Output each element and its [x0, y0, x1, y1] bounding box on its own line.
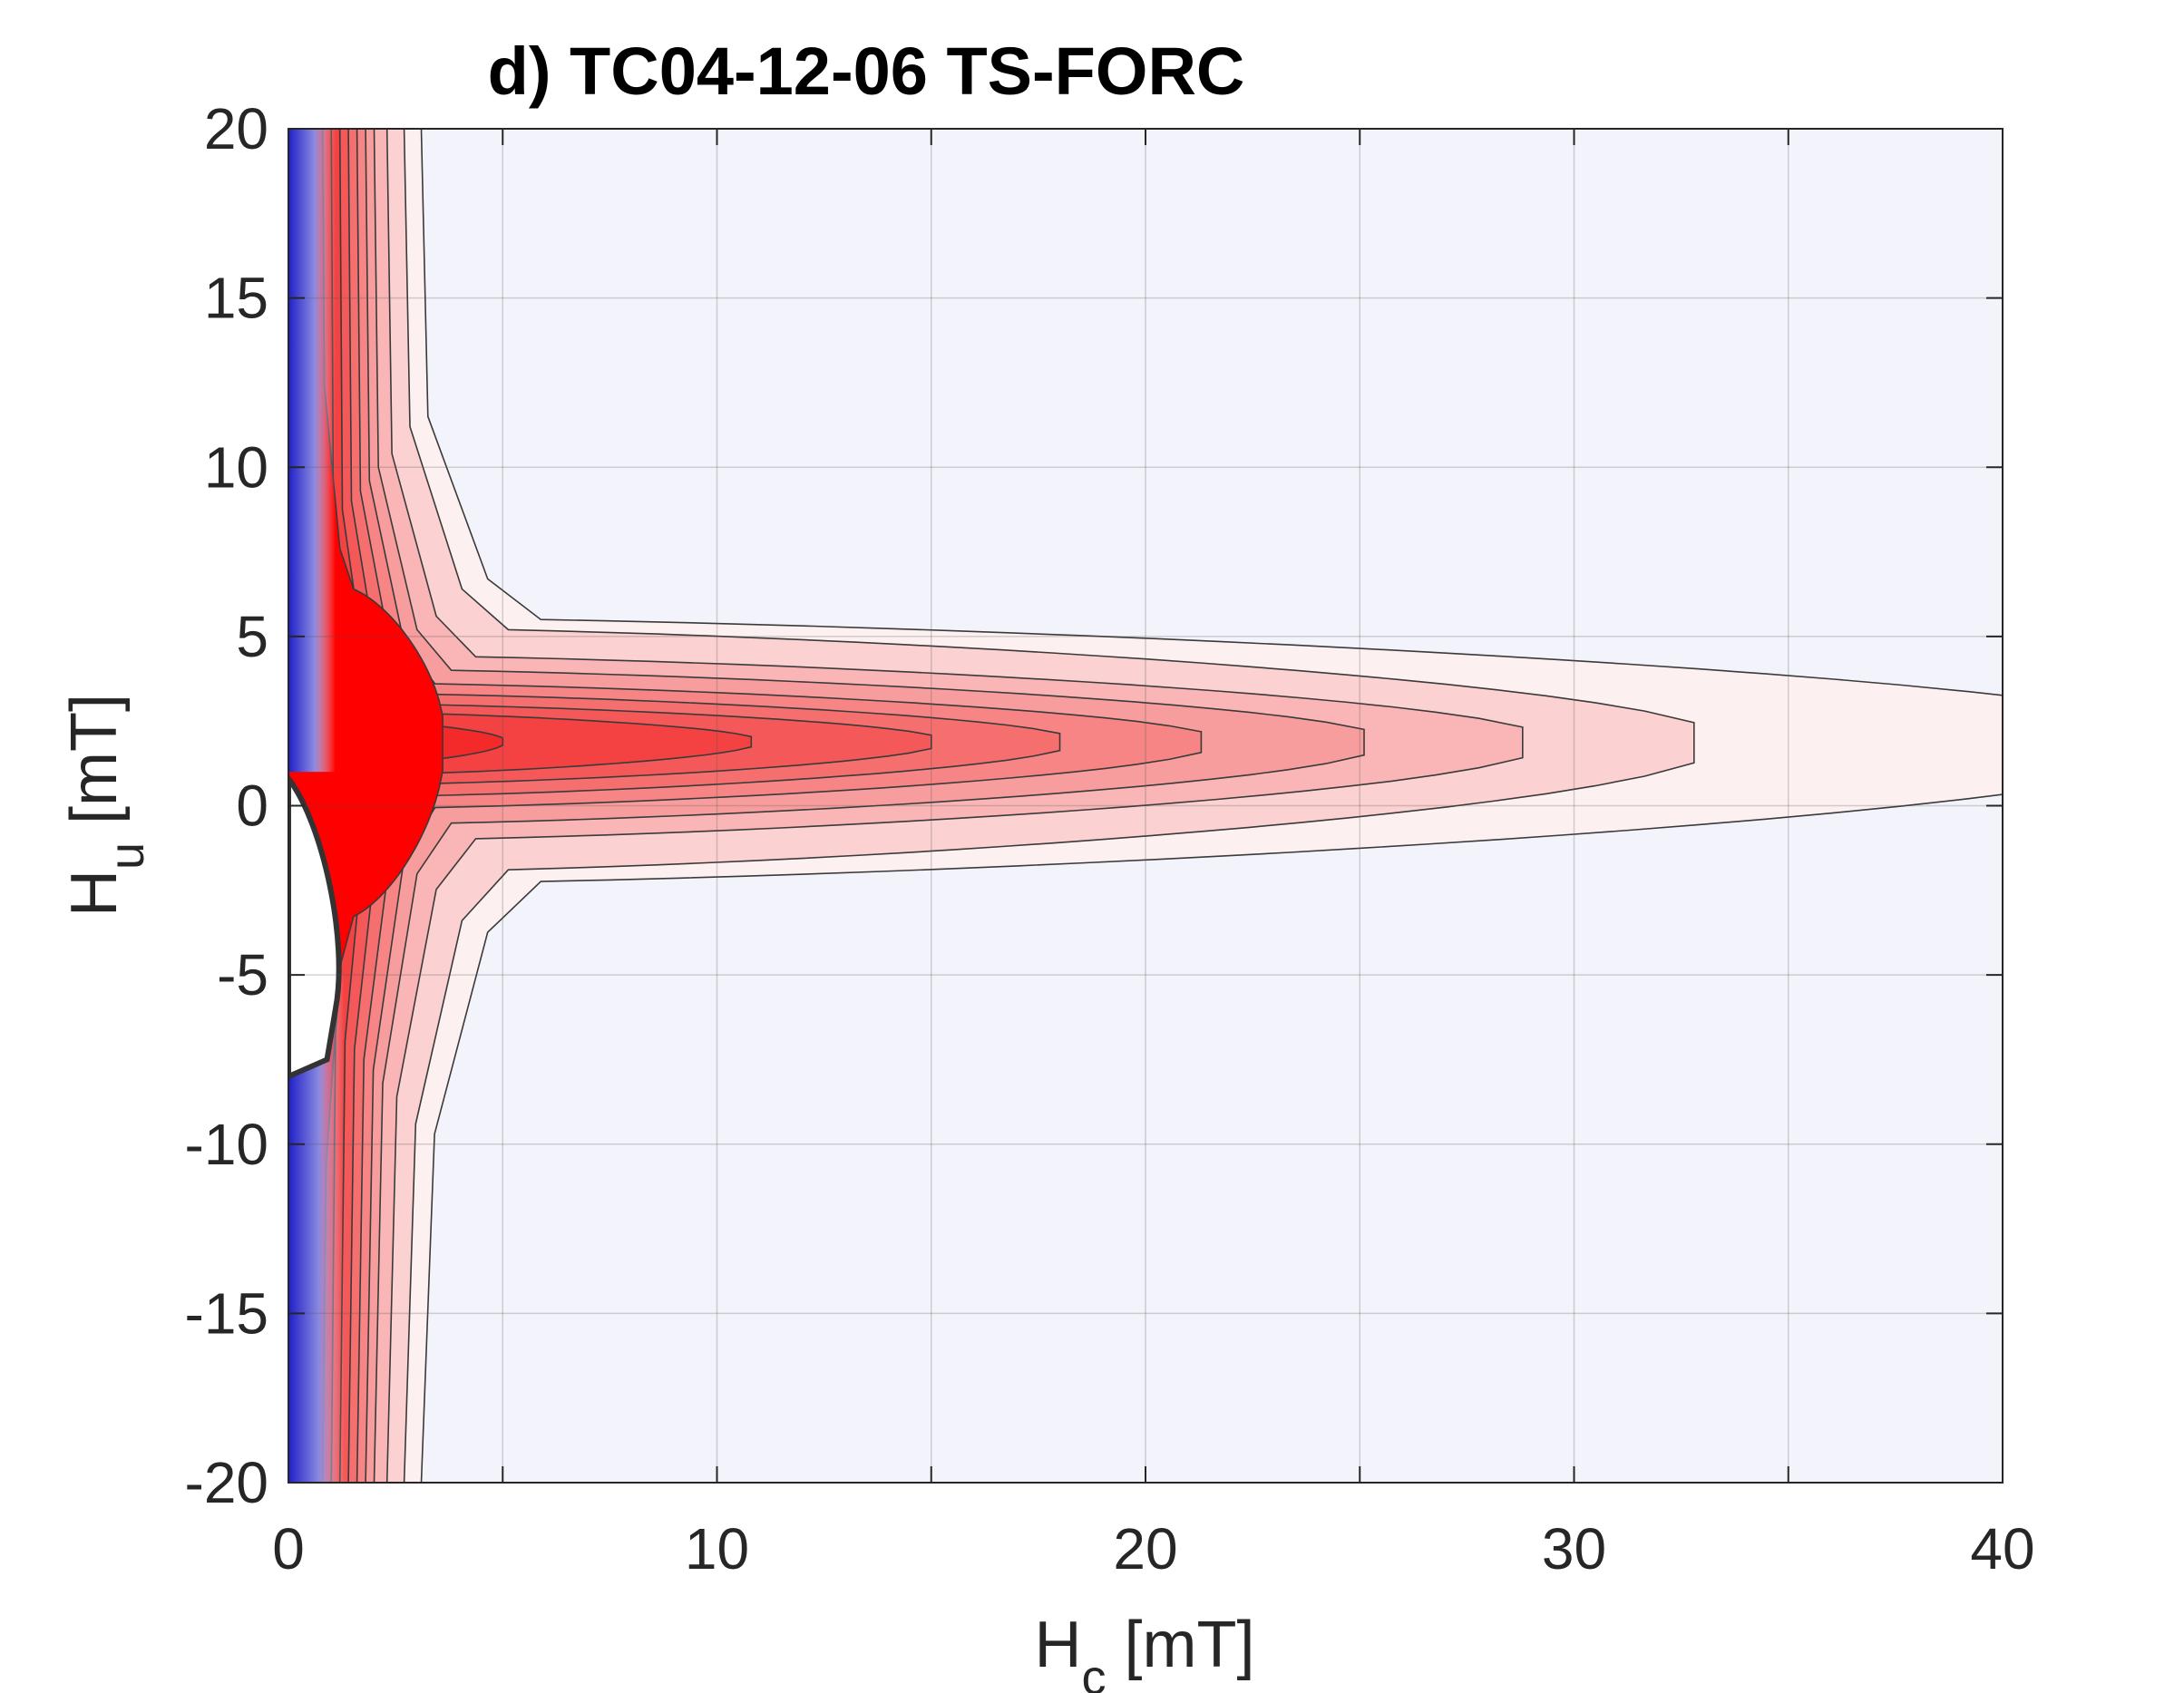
negative-region-1	[288, 129, 336, 773]
y-axis: 20 15 10 5 0 -5 -10 -15 -20	[185, 96, 2003, 1515]
y-tick-label: -15	[185, 1280, 269, 1346]
x-tick-label: 10	[685, 1516, 749, 1581]
chart-title: d) TC04-12-06 TS-FORC	[488, 34, 1245, 109]
y-tick-label: 10	[204, 434, 268, 500]
x-tick-label: 0	[272, 1516, 305, 1581]
x-axis-label-unit: [mT]	[1107, 1609, 1255, 1681]
x-axis-label-sub: c	[1082, 1650, 1107, 1693]
x-tick-label: 30	[1542, 1516, 1606, 1581]
grid-layer	[288, 129, 2003, 1483]
y-tick-label: 5	[236, 604, 268, 669]
x-axis-label: Hc [mT]	[1035, 1609, 1255, 1693]
contour-band-5	[288, 129, 1203, 1483]
white-hole-region	[288, 774, 342, 1080]
x-tick-label: 40	[1970, 1516, 2034, 1581]
y-axis-label-unit: [mT]	[58, 694, 131, 842]
y-axis-label: Hu [mT]	[58, 694, 154, 917]
y-tick-label: 20	[204, 96, 268, 161]
y-tick-label: -10	[185, 1112, 269, 1177]
contour-band-3	[288, 129, 1524, 1483]
contour-band-6	[288, 129, 1061, 1483]
x-axis: 0 10 20 30 40	[272, 129, 2035, 1581]
y-axis-label-sub: u	[100, 842, 154, 870]
contour-layer	[288, 129, 2003, 1483]
y-tick-label: 0	[236, 774, 268, 839]
x-axis-label-main: H	[1035, 1609, 1082, 1681]
y-tick-label: -20	[185, 1450, 269, 1515]
x-tick-label: 20	[1113, 1516, 1177, 1581]
contour-band-4	[288, 129, 1365, 1483]
y-tick-label: 15	[204, 266, 268, 331]
contour-band-7	[288, 129, 932, 1483]
y-tick-label: -5	[217, 942, 268, 1007]
y-axis-label-main: H	[58, 870, 131, 917]
